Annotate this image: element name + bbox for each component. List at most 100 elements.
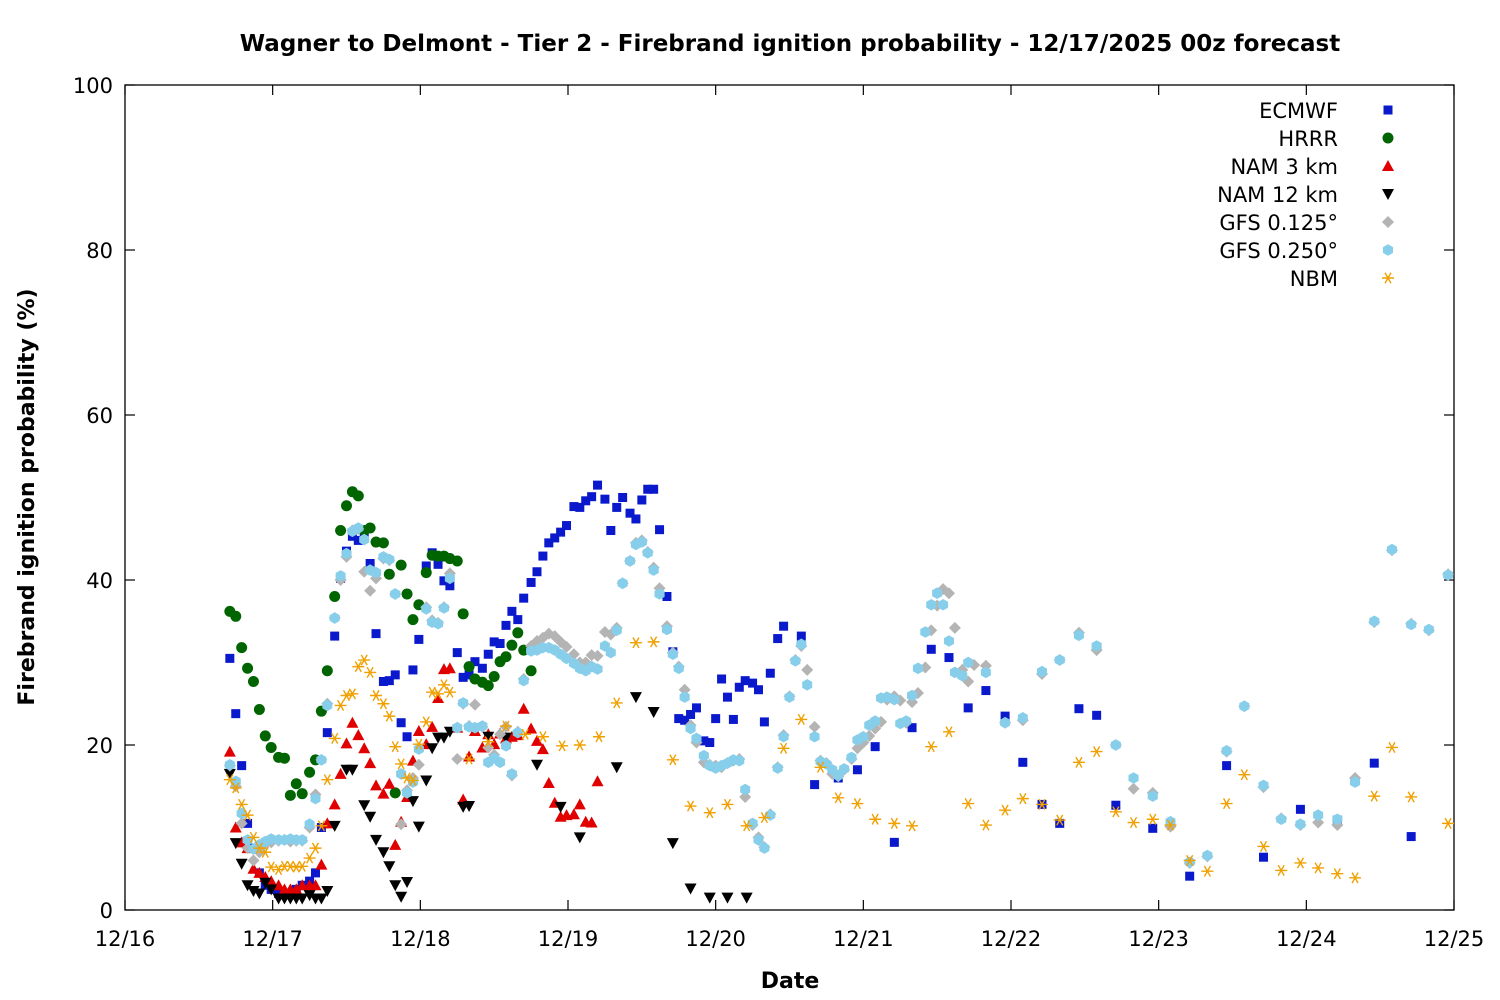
- data-point: [721, 798, 734, 810]
- data-point: [901, 715, 912, 727]
- data-point: [666, 754, 679, 766]
- data-point: [593, 480, 603, 490]
- data-point: [801, 663, 814, 676]
- data-point: [482, 731, 495, 743]
- data-point: [1294, 857, 1307, 869]
- data-point: [389, 787, 401, 799]
- data-point: [625, 508, 635, 518]
- data-point: [1349, 872, 1362, 884]
- data-point: [536, 743, 549, 755]
- data-point: [365, 559, 375, 568]
- data-point: [253, 888, 266, 900]
- legend-label: NBM: [1290, 267, 1338, 291]
- data-point: [501, 740, 511, 752]
- data-point: [303, 852, 316, 864]
- data-point: [402, 732, 412, 742]
- legend-marker: [1383, 105, 1393, 115]
- legend-marker: [1382, 160, 1394, 171]
- data-point: [329, 612, 340, 624]
- data-point: [284, 789, 296, 801]
- data-point: [567, 808, 580, 820]
- data-point: [740, 783, 751, 796]
- data-point: [1202, 849, 1213, 862]
- data-point: [477, 663, 487, 673]
- data-point: [1258, 779, 1269, 792]
- data-point: [241, 880, 254, 892]
- legend-label: ECMWF: [1259, 99, 1338, 123]
- data-point: [315, 820, 328, 832]
- data-point: [963, 656, 974, 669]
- data-point: [364, 811, 377, 823]
- data-point: [395, 758, 408, 770]
- legend: ECMWF HRRR NAM 3 km NAM 12 km GFS 0.125° GFS …: [1217, 99, 1394, 291]
- series-gfs-0-125: [223, 522, 1455, 869]
- data-point: [242, 662, 254, 674]
- data-point: [851, 798, 864, 810]
- data-point: [1146, 813, 1159, 825]
- x-tick-label: 12/22: [981, 927, 1042, 951]
- y-tick-label: 100: [73, 74, 113, 98]
- data-point: [942, 726, 955, 738]
- data-point: [759, 717, 769, 727]
- legend-label: HRRR: [1278, 127, 1338, 151]
- data-point: [383, 568, 395, 580]
- data-point: [698, 749, 709, 762]
- data-point: [753, 685, 763, 695]
- data-point: [370, 779, 383, 791]
- data-point: [253, 704, 265, 716]
- data-point: [526, 577, 536, 587]
- data-point: [592, 663, 603, 675]
- data-point: [334, 767, 347, 779]
- x-tick-label: 12/24: [1276, 927, 1337, 951]
- data-point: [421, 561, 431, 571]
- data-point: [944, 635, 954, 647]
- data-point: [303, 890, 316, 902]
- data-point: [753, 834, 764, 846]
- data-point: [517, 702, 530, 714]
- data-point: [618, 493, 628, 502]
- data-point: [869, 813, 882, 825]
- data-point: [432, 691, 445, 703]
- data-point: [600, 494, 610, 504]
- data-point: [1147, 790, 1158, 802]
- data-point: [573, 832, 586, 844]
- data-point: [321, 774, 334, 786]
- data-point: [643, 484, 653, 494]
- data-point: [758, 812, 771, 824]
- data-point: [938, 599, 949, 611]
- data-point: [322, 728, 332, 738]
- data-point: [1221, 745, 1232, 757]
- data-point: [518, 674, 529, 687]
- data-point: [684, 883, 697, 895]
- data-point: [364, 757, 377, 769]
- data-point: [1406, 832, 1416, 842]
- data-point: [477, 720, 488, 732]
- data-point: [259, 846, 272, 858]
- data-point: [1036, 798, 1049, 810]
- y-tick-label: 40: [86, 569, 113, 593]
- data-point: [779, 621, 789, 631]
- data-point: [784, 691, 795, 703]
- data-point: [458, 697, 469, 709]
- data-point: [412, 758, 425, 771]
- data-point: [642, 547, 653, 559]
- data-point: [259, 877, 272, 889]
- x-tick-label: 12/18: [390, 927, 451, 951]
- data-point: [237, 761, 247, 771]
- data-point: [443, 662, 456, 674]
- data-point: [679, 691, 690, 703]
- data-point: [378, 676, 388, 686]
- series-gfs-0-250: [224, 522, 1454, 868]
- data-point: [525, 722, 538, 734]
- data-point: [470, 657, 480, 667]
- data-point: [962, 798, 975, 810]
- data-point: [482, 741, 495, 754]
- data-point: [808, 720, 821, 733]
- data-point: [377, 787, 390, 799]
- series-nam-12-km: [223, 692, 753, 905]
- x-axis-label: Date: [761, 969, 820, 994]
- data-point: [777, 742, 790, 754]
- data-point: [647, 636, 660, 648]
- data-point: [414, 634, 424, 644]
